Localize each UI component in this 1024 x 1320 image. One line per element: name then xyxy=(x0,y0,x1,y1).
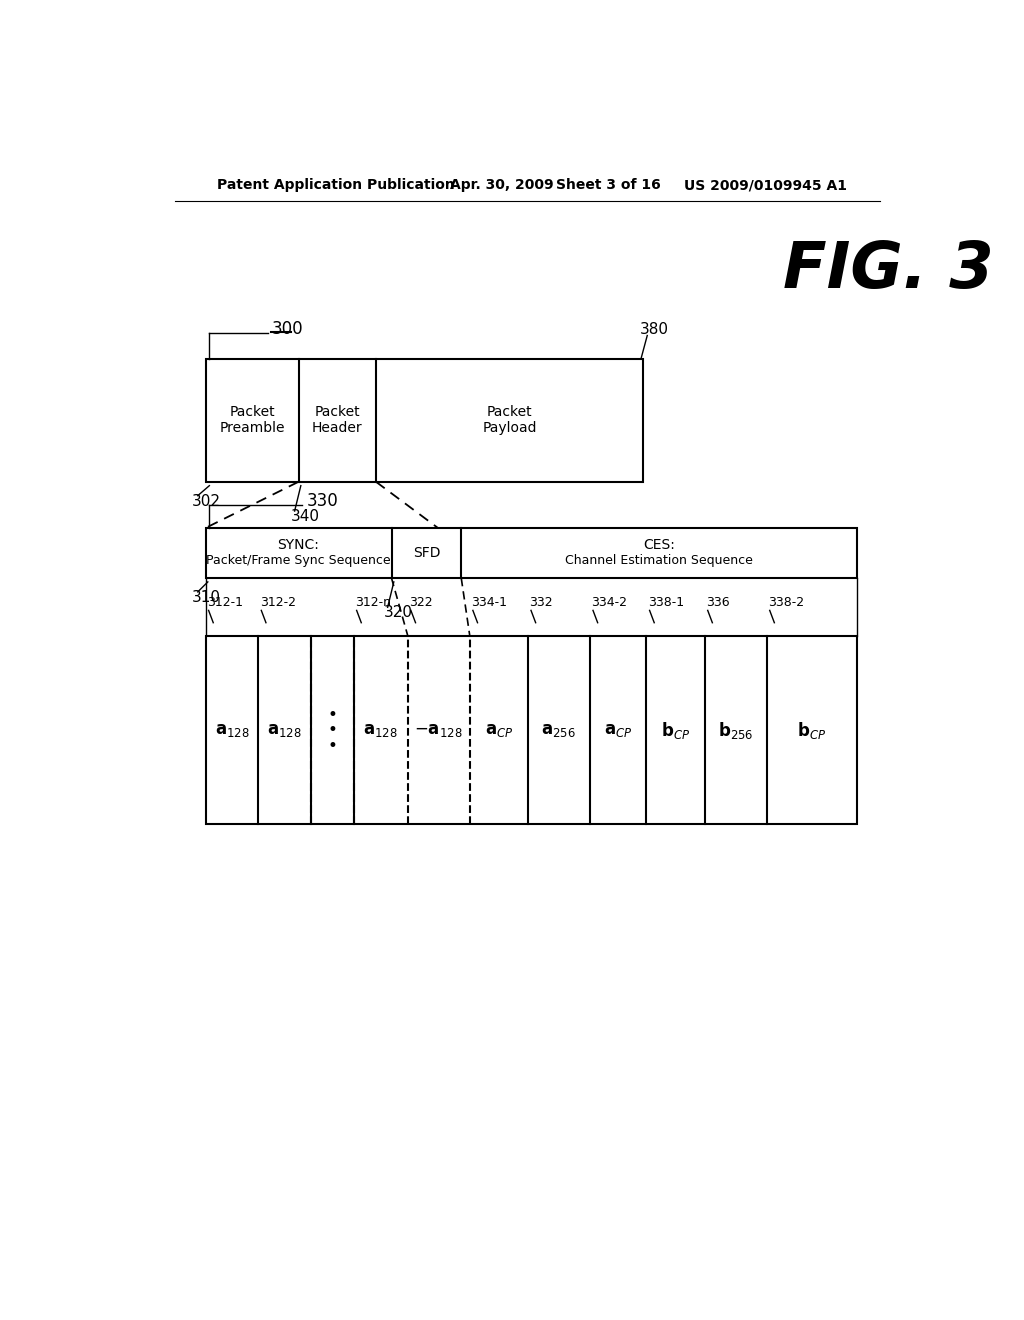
Text: $\mathbf{a}_{128}$: $\mathbf{a}_{128}$ xyxy=(267,721,302,739)
Text: Packet/Frame Sync Sequence: Packet/Frame Sync Sequence xyxy=(206,554,391,568)
Text: 338-1: 338-1 xyxy=(648,595,684,609)
Text: 338-2: 338-2 xyxy=(768,595,804,609)
Text: $\mathbf{a}_{256}$: $\mathbf{a}_{256}$ xyxy=(542,721,577,739)
Text: Packet
Payload: Packet Payload xyxy=(482,405,537,436)
Text: Channel Estimation Sequence: Channel Estimation Sequence xyxy=(565,554,753,568)
Text: 312-1: 312-1 xyxy=(207,595,243,609)
Bar xyxy=(206,359,643,482)
Text: 310: 310 xyxy=(191,590,220,605)
Text: Apr. 30, 2009: Apr. 30, 2009 xyxy=(450,178,553,193)
Text: Patent Application Publication: Patent Application Publication xyxy=(217,178,455,193)
Text: 300: 300 xyxy=(271,321,303,338)
Text: $\mathbf{a}_{CP}$: $\mathbf{a}_{CP}$ xyxy=(604,721,633,739)
Text: Packet
Header: Packet Header xyxy=(312,405,362,436)
Text: US 2009/0109945 A1: US 2009/0109945 A1 xyxy=(684,178,848,193)
Bar xyxy=(206,528,856,578)
Text: 322: 322 xyxy=(410,595,433,609)
Text: 334-2: 334-2 xyxy=(592,595,628,609)
Text: SFD: SFD xyxy=(413,546,440,560)
Text: $\mathbf{b}_{CP}$: $\mathbf{b}_{CP}$ xyxy=(797,719,826,741)
Text: 312-n: 312-n xyxy=(355,595,391,609)
Text: $\mathbf{a}_{128}$: $\mathbf{a}_{128}$ xyxy=(214,721,249,739)
Text: $\mathbf{b}_{256}$: $\mathbf{b}_{256}$ xyxy=(718,719,754,741)
Text: •: • xyxy=(328,721,337,739)
Text: 340: 340 xyxy=(291,510,319,524)
Text: $\mathbf{b}_{CP}$: $\mathbf{b}_{CP}$ xyxy=(660,719,690,741)
Text: •: • xyxy=(328,737,337,755)
Text: $-\mathbf{a}_{128}$: $-\mathbf{a}_{128}$ xyxy=(415,721,463,739)
Text: 312-2: 312-2 xyxy=(260,595,296,609)
Text: 336: 336 xyxy=(707,595,730,609)
Text: Packet
Preamble: Packet Preamble xyxy=(219,405,285,436)
Text: 302: 302 xyxy=(191,494,220,508)
Text: 334-1: 334-1 xyxy=(471,595,507,609)
Text: FIG. 3: FIG. 3 xyxy=(783,239,993,301)
Text: $\mathbf{a}_{128}$: $\mathbf{a}_{128}$ xyxy=(364,721,398,739)
Text: 320: 320 xyxy=(384,605,413,620)
Text: CES:: CES: xyxy=(643,539,675,552)
Text: 332: 332 xyxy=(529,595,553,609)
Text: SYNC:: SYNC: xyxy=(278,539,319,552)
Text: •: • xyxy=(328,706,337,723)
Text: Sheet 3 of 16: Sheet 3 of 16 xyxy=(556,178,660,193)
Text: $\mathbf{a}_{CP}$: $\mathbf{a}_{CP}$ xyxy=(484,721,513,739)
Text: 330: 330 xyxy=(306,492,338,510)
Text: 380: 380 xyxy=(640,322,669,337)
Bar xyxy=(206,636,856,825)
